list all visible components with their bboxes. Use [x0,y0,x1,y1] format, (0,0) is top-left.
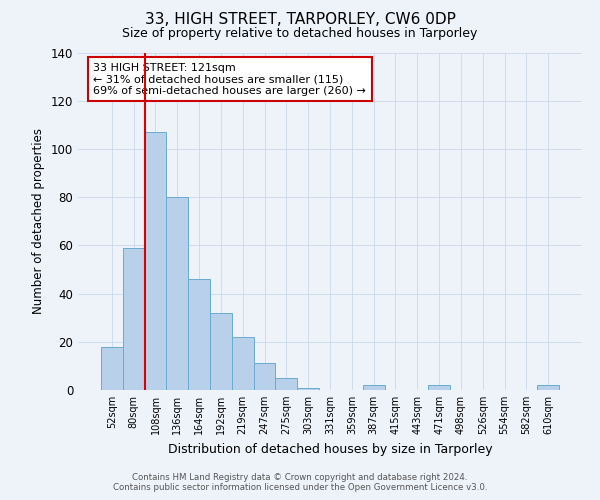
Bar [145,132,166,390]
Bar [188,279,210,390]
X-axis label: Distribution of detached houses by size in Tarporley: Distribution of detached houses by size … [167,442,493,456]
Bar [428,385,450,390]
Text: Contains HM Land Registry data © Crown copyright and database right 2024.
Contai: Contains HM Land Registry data © Crown c… [113,473,487,492]
Bar [101,346,123,390]
Bar [210,313,232,390]
Bar [297,388,319,390]
Text: 33 HIGH STREET: 121sqm
← 31% of detached houses are smaller (115)
69% of semi-de: 33 HIGH STREET: 121sqm ← 31% of detached… [93,62,366,96]
Text: Size of property relative to detached houses in Tarporley: Size of property relative to detached ho… [122,28,478,40]
Bar [363,385,385,390]
Y-axis label: Number of detached properties: Number of detached properties [32,128,45,314]
Bar [537,385,559,390]
Bar [123,248,145,390]
Bar [254,364,275,390]
Bar [232,337,254,390]
Bar [275,378,297,390]
Text: 33, HIGH STREET, TARPORLEY, CW6 0DP: 33, HIGH STREET, TARPORLEY, CW6 0DP [145,12,455,28]
Bar [166,197,188,390]
